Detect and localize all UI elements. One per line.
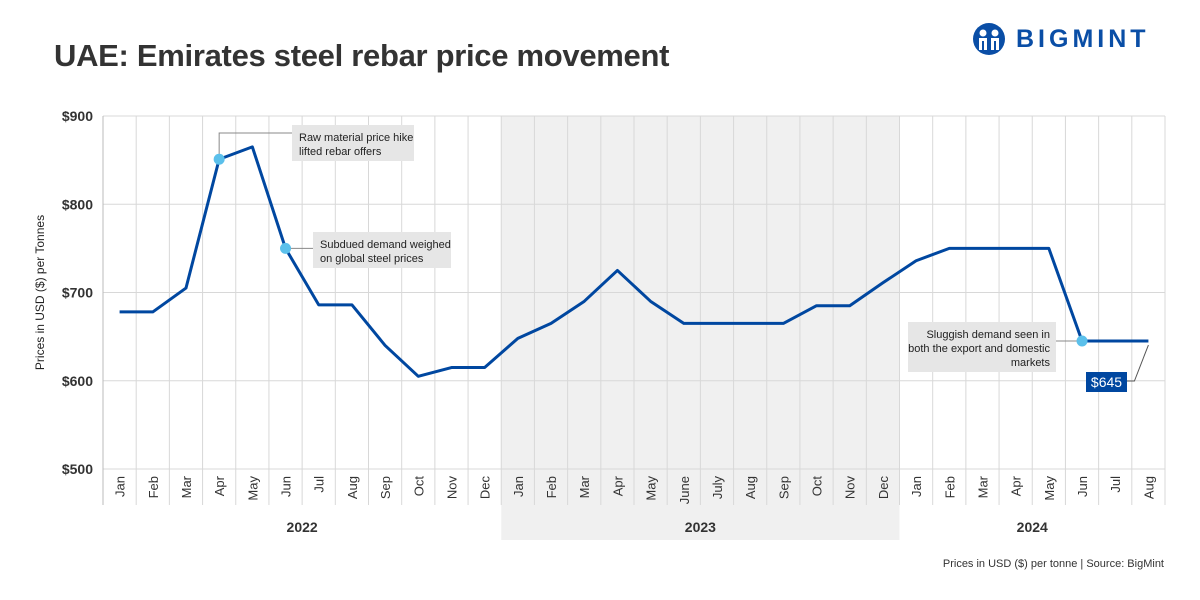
- annotation-text: Subdued demand weighed: [320, 239, 451, 251]
- x-tick-label: Feb: [942, 476, 957, 498]
- x-tick-label: Sep: [776, 476, 791, 499]
- x-tick-label: Apr: [610, 475, 625, 496]
- annotation-text: markets: [1011, 357, 1051, 369]
- annotation-marker: [213, 153, 225, 165]
- x-tick-label: Oct: [810, 476, 825, 497]
- annotation-marker: [280, 242, 292, 254]
- x-tick-label: Aug: [345, 476, 360, 499]
- annotation-text: Raw material price hike: [299, 132, 413, 144]
- source-note: Prices in USD ($) per tonne | Source: Bi…: [942, 558, 1164, 570]
- x-tick-label: Nov: [843, 476, 858, 500]
- x-tick-label: Jan: [511, 476, 526, 497]
- x-tick-label: Nov: [444, 476, 459, 500]
- y-tick-label: $600: [62, 373, 93, 389]
- x-tick-label: May: [245, 476, 260, 501]
- x-tick-label: Jul: [312, 476, 327, 493]
- x-tick-label: Sep: [378, 476, 393, 499]
- bigmint-logo: BIGMINT: [972, 22, 1150, 56]
- y-tick-label: $700: [62, 285, 93, 301]
- x-tick-label: Apr: [212, 475, 227, 496]
- y-tick-label: $900: [62, 108, 93, 124]
- annotation-text: both the export and domestic: [908, 343, 1050, 355]
- year-label: 2023: [685, 519, 716, 535]
- x-tick-label: Jan: [113, 476, 128, 497]
- annotation-box: [292, 125, 414, 161]
- x-tick-label: July: [710, 476, 725, 500]
- y-tick-label: $800: [62, 196, 93, 212]
- value-leader: [1127, 344, 1149, 382]
- x-tick-label: June: [677, 476, 692, 504]
- logo-icon: [973, 23, 1005, 55]
- x-tick-label: Feb: [544, 476, 559, 498]
- annotation-text: Sluggish demand seen in: [926, 329, 1050, 341]
- last-value-badge: [1086, 372, 1127, 392]
- year-label: 2022: [287, 519, 318, 535]
- year-label: 2024: [1017, 519, 1048, 535]
- y-axis-label: Prices in USD ($) per Tonnes: [33, 215, 47, 370]
- annotation-text: on global steel prices: [320, 253, 424, 265]
- x-tick-label: Dec: [478, 476, 493, 500]
- annotation-box: [313, 232, 451, 268]
- x-tick-label: Jun: [279, 476, 294, 497]
- x-tick-label: Jun: [1075, 476, 1090, 497]
- annotation-box: [908, 322, 1056, 372]
- x-tick-label: Jul: [1108, 476, 1123, 493]
- x-tick-label: Oct: [411, 476, 426, 497]
- x-tick-label: Feb: [146, 476, 161, 498]
- x-tick-label: Apr: [1009, 475, 1024, 496]
- x-tick-label: May: [644, 476, 659, 501]
- logo-text: BIGMINT: [1016, 24, 1150, 53]
- x-tick-label: Mar: [179, 475, 194, 498]
- last-value-label: $645: [1091, 374, 1122, 390]
- x-tick-label: Dec: [876, 476, 891, 500]
- page-title: UAE: Emirates steel rebar price movement: [54, 38, 670, 73]
- x-tick-label: Mar: [577, 475, 592, 498]
- x-tick-label: Aug: [743, 476, 758, 499]
- price-line: [119, 145, 1149, 378]
- annotation-leader: [218, 132, 292, 160]
- x-tick-label: Aug: [1141, 476, 1156, 499]
- x-tick-label: Mar: [975, 475, 990, 498]
- annotation-marker: [1076, 335, 1088, 347]
- x-tick-label: Jan: [909, 476, 924, 497]
- x-tick-label: May: [1042, 476, 1057, 501]
- annotation-text: lifted rebar offers: [299, 146, 382, 158]
- y-tick-label: $500: [62, 461, 93, 477]
